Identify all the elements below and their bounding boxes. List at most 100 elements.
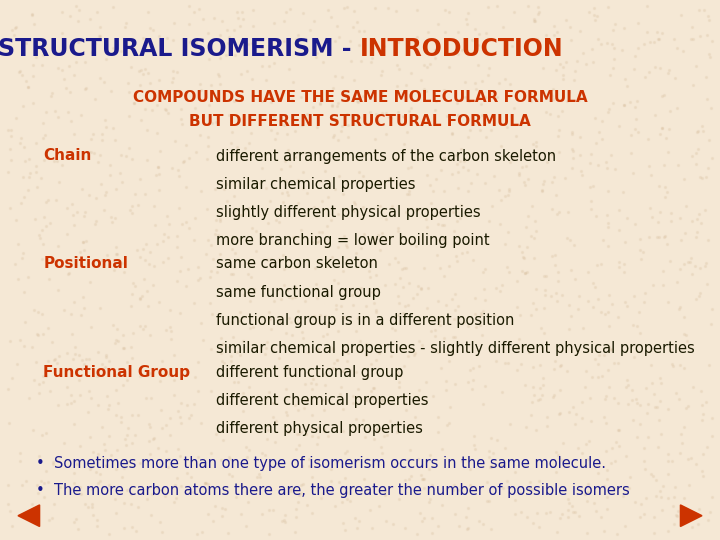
Point bbox=[551, 210, 562, 218]
Point bbox=[583, 436, 595, 445]
Point bbox=[602, 308, 613, 317]
Point bbox=[202, 28, 214, 37]
Point bbox=[690, 294, 702, 303]
Text: functional group is in a different position: functional group is in a different posit… bbox=[216, 313, 514, 328]
Point bbox=[452, 111, 464, 119]
Point bbox=[621, 376, 633, 384]
Point bbox=[148, 201, 160, 210]
Point bbox=[611, 438, 622, 447]
Point bbox=[305, 425, 316, 434]
Point bbox=[451, 251, 462, 260]
Point bbox=[185, 472, 197, 481]
Point bbox=[405, 240, 417, 249]
Point bbox=[379, 281, 391, 289]
Polygon shape bbox=[18, 505, 40, 526]
Point bbox=[370, 109, 382, 118]
Point bbox=[602, 492, 613, 501]
Point bbox=[283, 146, 294, 154]
Point bbox=[289, 293, 301, 302]
Point bbox=[253, 469, 265, 478]
Point bbox=[469, 78, 480, 87]
Point bbox=[395, 371, 406, 380]
Point bbox=[196, 187, 207, 196]
Point bbox=[120, 19, 132, 28]
Point bbox=[436, 445, 448, 454]
Point bbox=[520, 423, 531, 432]
Point bbox=[448, 208, 459, 217]
Point bbox=[83, 355, 94, 363]
Point bbox=[128, 98, 140, 107]
Point bbox=[143, 69, 154, 77]
Point bbox=[528, 391, 540, 400]
Point bbox=[294, 429, 305, 438]
Point bbox=[373, 231, 384, 240]
Point bbox=[531, 96, 543, 104]
Point bbox=[411, 530, 423, 538]
Point bbox=[289, 153, 301, 161]
Point bbox=[335, 127, 346, 136]
Point bbox=[629, 65, 640, 73]
Point bbox=[145, 394, 157, 403]
Point bbox=[325, 465, 336, 474]
Point bbox=[79, 500, 91, 509]
Point bbox=[613, 226, 625, 234]
Point bbox=[518, 178, 530, 186]
Point bbox=[420, 86, 431, 95]
Point bbox=[229, 50, 240, 59]
Point bbox=[122, 430, 133, 439]
Polygon shape bbox=[680, 505, 702, 526]
Point bbox=[306, 384, 318, 393]
Point bbox=[657, 280, 669, 289]
Point bbox=[206, 80, 217, 89]
Point bbox=[685, 35, 697, 43]
Point bbox=[78, 360, 89, 368]
Point bbox=[652, 218, 663, 227]
Point bbox=[118, 463, 130, 472]
Point bbox=[147, 490, 158, 499]
Point bbox=[400, 476, 411, 484]
Point bbox=[47, 514, 58, 522]
Point bbox=[55, 482, 66, 491]
Point bbox=[482, 70, 493, 79]
Point bbox=[366, 524, 378, 532]
Point bbox=[414, 337, 426, 346]
Point bbox=[258, 369, 270, 377]
Point bbox=[103, 432, 114, 441]
Point bbox=[374, 502, 385, 511]
Point bbox=[72, 524, 84, 533]
Point bbox=[548, 365, 559, 374]
Point bbox=[598, 350, 610, 359]
Point bbox=[418, 84, 430, 93]
Point bbox=[336, 122, 348, 130]
Point bbox=[420, 63, 432, 72]
Point bbox=[593, 350, 605, 359]
Point bbox=[649, 476, 661, 484]
Point bbox=[327, 84, 338, 93]
Point bbox=[648, 390, 660, 399]
Point bbox=[392, 310, 404, 319]
Point bbox=[134, 253, 145, 261]
Point bbox=[570, 409, 582, 418]
Point bbox=[236, 8, 248, 16]
Point bbox=[539, 177, 550, 186]
Point bbox=[261, 338, 273, 346]
Point bbox=[312, 228, 324, 237]
Point bbox=[580, 60, 592, 69]
Point bbox=[216, 16, 228, 25]
Point bbox=[403, 107, 415, 116]
Point bbox=[155, 406, 166, 415]
Point bbox=[325, 13, 337, 22]
Point bbox=[433, 413, 444, 421]
Point bbox=[141, 495, 153, 503]
Point bbox=[246, 273, 257, 281]
Point bbox=[469, 444, 481, 453]
Point bbox=[613, 262, 625, 271]
Point bbox=[118, 498, 130, 507]
Point bbox=[590, 16, 601, 24]
Point bbox=[652, 443, 663, 451]
Point bbox=[553, 132, 564, 140]
Point bbox=[596, 117, 608, 126]
Point bbox=[297, 334, 309, 342]
Point bbox=[170, 494, 181, 503]
Point bbox=[467, 384, 478, 393]
